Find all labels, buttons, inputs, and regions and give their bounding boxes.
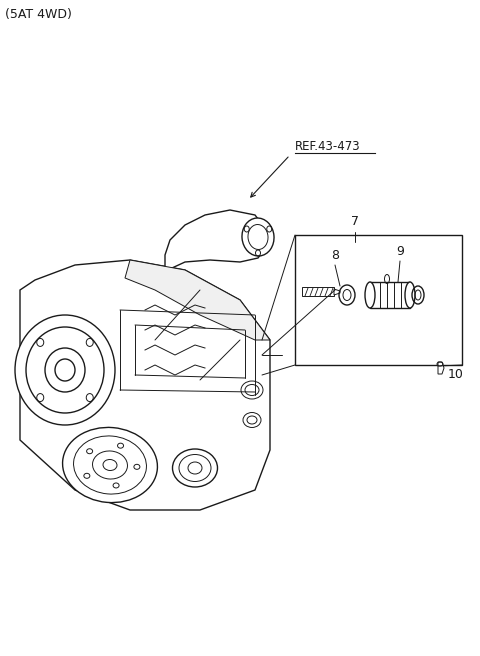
Ellipse shape: [365, 282, 375, 308]
Text: 8: 8: [331, 249, 339, 262]
Ellipse shape: [15, 315, 115, 425]
Polygon shape: [20, 260, 270, 510]
Text: 10: 10: [448, 369, 464, 382]
Ellipse shape: [405, 282, 415, 308]
Text: (5AT 4WD): (5AT 4WD): [5, 8, 72, 21]
Ellipse shape: [62, 428, 157, 502]
Bar: [302, 287, 334, 296]
Ellipse shape: [172, 449, 217, 487]
Polygon shape: [334, 289, 340, 295]
Text: REF.43-473: REF.43-473: [295, 140, 360, 153]
Bar: [370, 282, 410, 308]
Ellipse shape: [243, 413, 261, 428]
Polygon shape: [125, 260, 270, 340]
Text: 9: 9: [396, 245, 404, 258]
Polygon shape: [165, 210, 268, 278]
Text: 7: 7: [351, 215, 359, 228]
Polygon shape: [438, 362, 444, 374]
Ellipse shape: [242, 218, 274, 256]
Bar: [295, 235, 462, 365]
Ellipse shape: [241, 381, 263, 399]
